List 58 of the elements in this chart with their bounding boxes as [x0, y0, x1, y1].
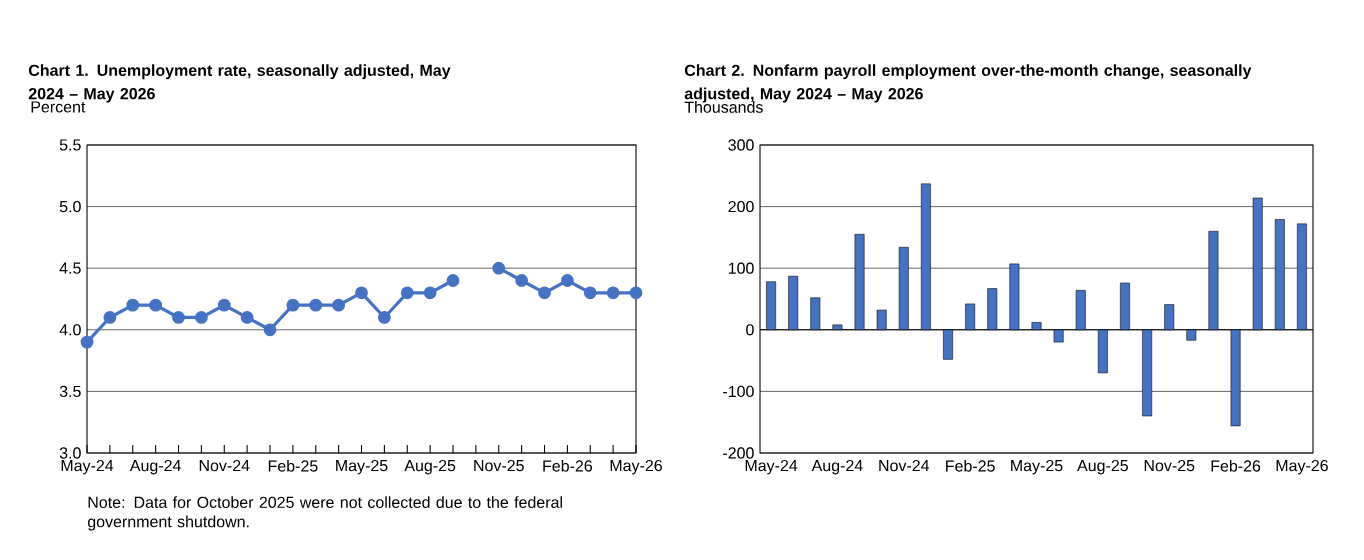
point: [538, 286, 551, 300]
point: [332, 298, 346, 312]
point: [423, 286, 437, 300]
y-axis-title: Percent: [31, 101, 86, 113]
point: [629, 286, 643, 300]
point: [80, 335, 94, 349]
y-tick-label: 100: [728, 262, 754, 274]
x-tick-label: Feb-26: [1211, 459, 1261, 472]
text: Note: Data for October 2025 were not collected due to the federal government shutdown.: [87, 496, 562, 531]
x-tick-label: Aug-25: [1077, 459, 1128, 475]
point: [400, 286, 414, 300]
chart-title: Chart 2. Nonfarm payroll employment over-the-month change, seasonally adjusted, May 2024 – May 2026: [684, 64, 1252, 103]
y-tick-label: 3.0: [59, 447, 81, 459]
point: [149, 298, 163, 312]
x-tick-label: Feb-26: [543, 459, 593, 472]
x-tick-label: May-25: [1011, 459, 1063, 475]
point: [103, 311, 117, 324]
point: [286, 298, 300, 312]
y-tick-label: 300: [728, 139, 754, 151]
point: [126, 298, 140, 312]
x-tick-label: Feb-25: [268, 459, 318, 472]
y-tick-label: 5.0: [59, 200, 81, 213]
x-tick-label: Aug-24: [129, 459, 181, 475]
point: [492, 261, 506, 275]
x-tick-label: May-24: [61, 459, 114, 475]
x-tick-label: May-26: [1276, 459, 1328, 475]
x-tick-label: Nov-24: [199, 459, 250, 472]
x-tick-label: Aug-25: [404, 459, 456, 475]
point: [263, 323, 277, 337]
point: [194, 311, 208, 324]
y-tick-label: 200: [728, 200, 754, 213]
y-tick-label: -100: [723, 385, 754, 398]
y-axis-title: Thousands: [684, 101, 763, 113]
point: [583, 286, 597, 300]
point: [172, 311, 185, 324]
x-tick-label: Nov-25: [474, 459, 524, 472]
point: [377, 311, 391, 324]
point: [355, 286, 368, 300]
point: [560, 274, 574, 287]
point: [515, 274, 529, 287]
x-tick-label: May-25: [336, 459, 388, 475]
y-tick-label: -200: [723, 447, 754, 459]
x-tick-label: Feb-25: [946, 459, 995, 472]
x-tick-label: Nov-25: [1144, 459, 1195, 472]
x-tick-label: May-26: [610, 459, 662, 475]
point: [217, 298, 231, 312]
point: [240, 311, 254, 324]
x-tick-label: May-24: [745, 459, 798, 475]
y-tick-label: 5.5: [59, 139, 81, 151]
x-tick-label: Aug-24: [811, 459, 863, 475]
point: [446, 274, 460, 287]
point: [309, 298, 323, 312]
x-tick-label: Nov-24: [879, 459, 930, 472]
y-tick-label: 4.5: [59, 262, 81, 274]
y-tick-label: 4.0: [59, 324, 81, 336]
y-tick-label: 0: [746, 324, 754, 336]
y-tick-label: 3.5: [59, 385, 81, 398]
point: [606, 286, 620, 300]
